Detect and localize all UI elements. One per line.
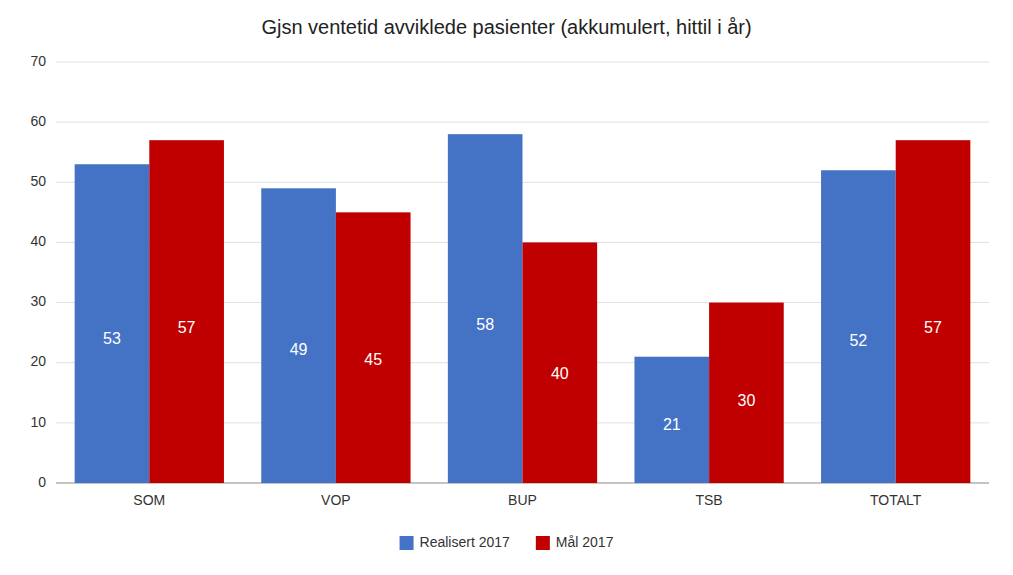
grid-line <box>56 62 989 63</box>
x-tick-label: SOM <box>133 492 165 508</box>
bar <box>261 188 336 483</box>
legend-label: Realisert 2017 <box>420 534 510 550</box>
data-label: 53 <box>103 330 121 347</box>
y-tick-label: 10 <box>30 414 46 430</box>
data-label: 57 <box>178 319 196 336</box>
data-label: 58 <box>476 316 494 333</box>
data-label: 52 <box>849 332 867 349</box>
legend-swatch <box>400 536 414 550</box>
data-label: 45 <box>364 351 382 368</box>
y-tick-label: 70 <box>30 53 46 69</box>
bar <box>75 164 150 483</box>
x-tick-label: VOP <box>321 492 351 508</box>
bars <box>75 134 971 483</box>
bar <box>523 242 598 483</box>
chart-svg: Gjsn ventetid avviklede pasienter (akkum… <box>0 0 1013 575</box>
data-labels: 53 49 58 21 52 57 45 40 30 57 <box>103 316 942 433</box>
data-label: 40 <box>551 365 569 382</box>
grid-line <box>56 122 989 123</box>
bar <box>821 170 896 483</box>
y-tick-label: 60 <box>30 113 46 129</box>
data-label: 30 <box>738 392 756 409</box>
bar <box>336 212 411 483</box>
data-label: 49 <box>290 341 308 358</box>
bar <box>896 140 971 483</box>
legend: Realisert 2017 Mål 2017 <box>400 534 614 550</box>
bar <box>149 140 224 483</box>
data-label: 21 <box>663 416 681 433</box>
y-tick-label: 0 <box>38 474 46 490</box>
chart-title: Gjsn ventetid avviklede pasienter (akkum… <box>261 16 751 38</box>
bar <box>709 303 784 483</box>
legend-label: Mål 2017 <box>556 534 614 550</box>
y-tick-label: 40 <box>30 233 46 249</box>
bar <box>634 357 709 483</box>
grid <box>56 62 989 483</box>
bar <box>448 134 523 483</box>
x-tick-label: TSB <box>695 492 722 508</box>
legend-swatch <box>536 536 550 550</box>
y-tick-label: 20 <box>30 353 46 369</box>
data-label: 57 <box>924 319 942 336</box>
y-tick-label: 50 <box>30 173 46 189</box>
x-tick-label: BUP <box>508 492 537 508</box>
chart-container: Gjsn ventetid avviklede pasienter (akkum… <box>0 0 1013 575</box>
x-tick-label: TOTALT <box>870 492 922 508</box>
y-tick-label: 30 <box>30 293 46 309</box>
